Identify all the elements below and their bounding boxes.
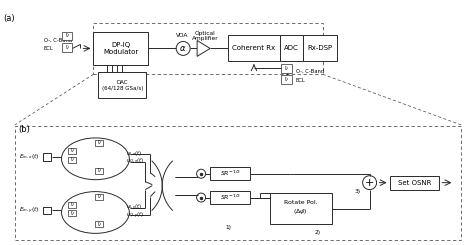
Text: $\hat{\nu}$: $\hat{\nu}$: [97, 166, 102, 175]
Text: $\hat{\nu}$: $\hat{\nu}$: [97, 139, 102, 147]
Text: 3): 3): [355, 189, 361, 194]
Text: $u_{Q,y}(t)$: $u_{Q,y}(t)$: [127, 210, 145, 220]
Text: $E_{in,x}(t)$: $E_{in,x}(t)$: [18, 153, 39, 161]
Text: Rotate Pol.
$(\Delta\hat{\psi})$: Rotate Pol. $(\Delta\hat{\psi})$: [284, 200, 318, 217]
FancyBboxPatch shape: [69, 157, 76, 163]
FancyBboxPatch shape: [270, 193, 332, 224]
Text: ECL: ECL: [296, 78, 306, 83]
Text: $\hat{\nu}$: $\hat{\nu}$: [97, 220, 102, 229]
Text: $SR^{-1/2}$: $SR^{-1/2}$: [219, 192, 240, 202]
FancyBboxPatch shape: [95, 168, 103, 174]
FancyBboxPatch shape: [228, 36, 280, 61]
Text: VOA: VOA: [176, 34, 188, 38]
Text: DP-IQ
Modulator: DP-IQ Modulator: [103, 42, 138, 55]
Text: (b): (b): [18, 125, 30, 134]
Text: $u_{I,x}(t)$: $u_{I,x}(t)$: [127, 150, 143, 158]
FancyBboxPatch shape: [210, 167, 250, 180]
FancyBboxPatch shape: [43, 153, 51, 161]
FancyBboxPatch shape: [210, 191, 250, 204]
Polygon shape: [197, 40, 210, 56]
FancyBboxPatch shape: [69, 148, 76, 154]
FancyBboxPatch shape: [95, 194, 103, 200]
Text: ADC: ADC: [284, 45, 299, 51]
FancyBboxPatch shape: [303, 36, 337, 61]
Text: O-, C-Band: O-, C-Band: [296, 69, 324, 74]
Text: O-, C-Band: O-, C-Band: [44, 38, 72, 43]
FancyBboxPatch shape: [69, 202, 76, 208]
FancyBboxPatch shape: [99, 72, 146, 98]
Text: $u_{I,y}(t)$: $u_{I,y}(t)$: [127, 202, 143, 213]
Text: DAC
(64/128 GSa/s): DAC (64/128 GSa/s): [101, 80, 143, 91]
FancyBboxPatch shape: [281, 75, 292, 84]
FancyBboxPatch shape: [280, 36, 303, 61]
Text: $\hat{\nu}$: $\hat{\nu}$: [64, 32, 69, 40]
Text: Set OSNR: Set OSNR: [398, 180, 431, 186]
Text: Rx-DSP: Rx-DSP: [307, 45, 332, 51]
FancyBboxPatch shape: [93, 32, 148, 65]
Text: $SR^{-1/2}$: $SR^{-1/2}$: [219, 169, 240, 178]
FancyBboxPatch shape: [95, 221, 103, 227]
FancyBboxPatch shape: [390, 176, 439, 190]
Text: Optical: Optical: [195, 32, 216, 37]
FancyBboxPatch shape: [62, 43, 73, 52]
Text: 1): 1): [225, 225, 231, 230]
Text: $\hat{\nu}$: $\hat{\nu}$: [64, 44, 69, 52]
Text: $\hat{\nu}$: $\hat{\nu}$: [70, 209, 75, 218]
FancyBboxPatch shape: [281, 64, 292, 73]
Text: $E_{in,y}(t)$: $E_{in,y}(t)$: [18, 205, 39, 216]
Text: $\hat{\nu}$: $\hat{\nu}$: [70, 156, 75, 164]
Text: 2): 2): [315, 230, 321, 235]
Text: +: +: [365, 178, 374, 188]
FancyBboxPatch shape: [43, 207, 51, 214]
FancyBboxPatch shape: [62, 32, 73, 40]
Text: $u_{Q,x}(t)$: $u_{Q,x}(t)$: [127, 157, 145, 166]
Text: $\hat{\nu}$: $\hat{\nu}$: [284, 75, 289, 84]
Text: $\alpha$: $\alpha$: [180, 44, 187, 53]
Text: Amplifier: Amplifier: [192, 37, 219, 41]
Text: Coherent Rx: Coherent Rx: [232, 45, 275, 51]
Text: $\hat{\nu}$: $\hat{\nu}$: [70, 200, 75, 209]
FancyBboxPatch shape: [95, 140, 103, 146]
Text: $\hat{\nu}$: $\hat{\nu}$: [284, 64, 289, 73]
Text: ECL: ECL: [44, 46, 53, 51]
Text: $\hat{\nu}$: $\hat{\nu}$: [70, 147, 75, 155]
FancyBboxPatch shape: [69, 210, 76, 217]
Text: $\hat{\nu}$: $\hat{\nu}$: [97, 192, 102, 201]
Text: (a): (a): [4, 14, 15, 23]
